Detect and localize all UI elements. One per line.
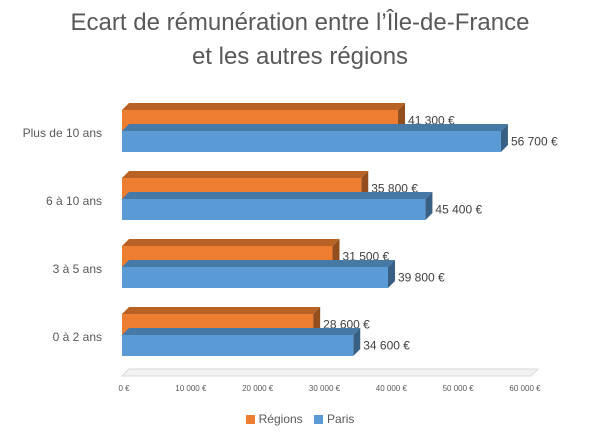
data-label: 34 600 € (363, 339, 410, 353)
category-label: 0 à 2 ans (53, 330, 102, 344)
category-label: Plus de 10 ans (23, 126, 102, 140)
bar-top-face (122, 260, 395, 267)
legend-swatch-regions (245, 415, 255, 424)
legend-item-paris: Paris (314, 412, 354, 426)
legend-swatch-paris (314, 415, 324, 424)
bar-top-face (122, 171, 369, 178)
legend-label-regions: Régions (258, 412, 303, 426)
bar-top-face (122, 124, 508, 131)
bar (122, 267, 388, 288)
bar (122, 199, 426, 220)
bar-side-face (425, 192, 433, 220)
bar-side-face (387, 260, 395, 288)
bar-top-face (122, 239, 340, 246)
data-label: 45 400 € (435, 203, 482, 217)
bar-top-face (122, 328, 361, 335)
x-tick-label: 20 000 € (242, 384, 274, 393)
chart-title-line-1: Ecart de rémunération entre l’Île-de-Fra… (70, 9, 530, 36)
bar-top-face (122, 192, 433, 199)
x-tick-label: 40 000 € (376, 384, 408, 393)
bar-top-face (122, 307, 321, 314)
x-tick-label: 0 € (118, 384, 130, 393)
legend-label-paris: Paris (327, 412, 355, 426)
x-tick-label: 50 000 € (443, 384, 475, 393)
data-label: 39 800 € (398, 271, 445, 285)
x-tick-label: 60 000 € (509, 384, 541, 393)
x-tick-label: 30 000 € (309, 384, 341, 393)
plot-floor (120, 368, 540, 377)
bar (122, 131, 501, 152)
bar-side-face (500, 124, 508, 152)
chart-title-line-2: et les autres régions (191, 43, 409, 70)
x-tick-label: 10 000 € (175, 384, 207, 393)
category-label: 3 à 5 ans (53, 262, 102, 276)
bar-top-face (122, 103, 406, 110)
category-label: 6 à 10 ans (46, 194, 102, 208)
legend-item-regions: Régions (245, 412, 303, 426)
data-label: 56 700 € (511, 135, 558, 149)
bar-side-face (353, 328, 361, 356)
legend: Régions Paris (0, 412, 600, 426)
bar (122, 335, 354, 356)
